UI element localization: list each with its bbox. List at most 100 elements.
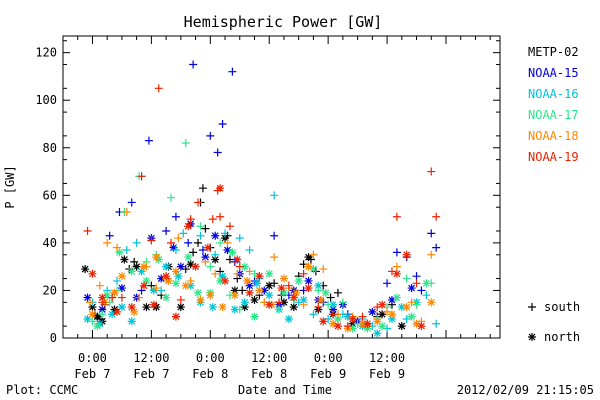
data-point-north (252, 279, 261, 288)
data-point-north (402, 250, 411, 259)
data-point-south (392, 248, 401, 257)
data-point-north (93, 312, 102, 321)
data-point-south (324, 300, 333, 309)
data-point-north (127, 267, 136, 276)
data-point-north (240, 262, 249, 271)
data-point-north (358, 319, 367, 328)
data-point-south (223, 238, 232, 247)
legend-item: NOAA-19 (528, 150, 579, 164)
data-point-north (373, 329, 382, 338)
data-point-north (103, 291, 112, 300)
data-point-north (228, 248, 237, 257)
data-point-south (221, 229, 230, 238)
data-point-north (392, 269, 401, 278)
data-point-north (142, 276, 151, 285)
data-point-south (88, 317, 97, 326)
data-point-north (329, 300, 338, 309)
data-point-north (316, 295, 325, 304)
data-point-north (218, 272, 227, 281)
data-point-south (174, 234, 183, 243)
data-point-north (240, 298, 249, 307)
data-point-north (83, 293, 92, 302)
data-point-north (279, 298, 288, 307)
data-point-north (363, 319, 372, 328)
data-point-north (98, 305, 107, 314)
data-point-south (275, 298, 284, 307)
data-point-north (120, 255, 129, 264)
star-marker-icon (528, 333, 536, 341)
data-point-north (265, 300, 274, 309)
data-point-south (196, 222, 205, 231)
data-point-north (348, 314, 357, 323)
data-point-north (186, 260, 195, 269)
data-point-north (265, 291, 274, 300)
data-point-north (233, 255, 242, 264)
data-point-north (201, 253, 210, 262)
data-point-north (218, 303, 227, 312)
data-point-south (432, 319, 441, 328)
data-point-south (201, 257, 210, 266)
data-point-south (95, 281, 104, 290)
data-point-south (225, 222, 234, 231)
data-point-south (117, 293, 126, 302)
data-point-north (132, 262, 141, 271)
data-point-south (432, 212, 441, 221)
x-tick-time-label: 12:00 (369, 351, 405, 365)
marker-legend: south north (528, 300, 580, 344)
data-point-south (122, 246, 131, 255)
data-point-north (186, 281, 195, 290)
data-point-north (221, 234, 230, 243)
data-point-south (412, 279, 421, 288)
data-point-north (319, 317, 328, 326)
data-point-north (299, 295, 308, 304)
data-point-north (397, 303, 406, 312)
data-point-north (422, 279, 431, 288)
data-point-south (86, 298, 95, 307)
data-point-south (162, 226, 171, 235)
legend-item: NOAA-17 (528, 108, 579, 122)
data-point-south (407, 298, 416, 307)
data-point-south (427, 229, 436, 238)
data-point-north (203, 243, 212, 252)
data-point-north (260, 286, 269, 295)
data-point-south (113, 243, 122, 252)
data-point-south (275, 305, 284, 314)
data-point-north (412, 319, 421, 328)
data-point-south (314, 303, 323, 312)
data-point-south (201, 224, 210, 233)
data-point-south (181, 139, 190, 148)
data-point-south (225, 255, 234, 264)
data-point-north (255, 272, 264, 281)
data-point-north (309, 265, 318, 274)
data-point-south (206, 131, 215, 140)
data-point-north (221, 276, 230, 285)
data-point-north (127, 303, 136, 312)
data-point-north (378, 322, 387, 331)
data-point-south (171, 212, 180, 221)
data-point-south (392, 262, 401, 271)
data-point-south (216, 212, 225, 221)
data-point-north (140, 262, 149, 271)
data-point-south (309, 310, 318, 319)
y-tick-label: 80 (43, 141, 57, 155)
data-point-north (117, 272, 126, 281)
data-point-north (265, 281, 274, 290)
data-point-north (211, 255, 220, 264)
data-point-north (265, 269, 274, 278)
data-point-north (348, 324, 357, 333)
data-point-south (184, 238, 193, 247)
data-point-south (309, 250, 318, 259)
data-point-south (83, 226, 92, 235)
data-point-north (230, 286, 239, 295)
x-axis-label: Date and Time (238, 383, 332, 397)
data-point-south (358, 312, 367, 321)
data-point-north (88, 269, 97, 278)
data-point-south (186, 215, 195, 224)
footer-source: Plot: CCMC (6, 383, 78, 397)
data-point-south (154, 84, 163, 93)
data-point-north (171, 312, 180, 321)
data-point-north (130, 307, 139, 316)
data-point-north (223, 246, 232, 255)
data-point-north (194, 288, 203, 297)
chart-title: Hemispheric Power [GW] (184, 13, 383, 31)
